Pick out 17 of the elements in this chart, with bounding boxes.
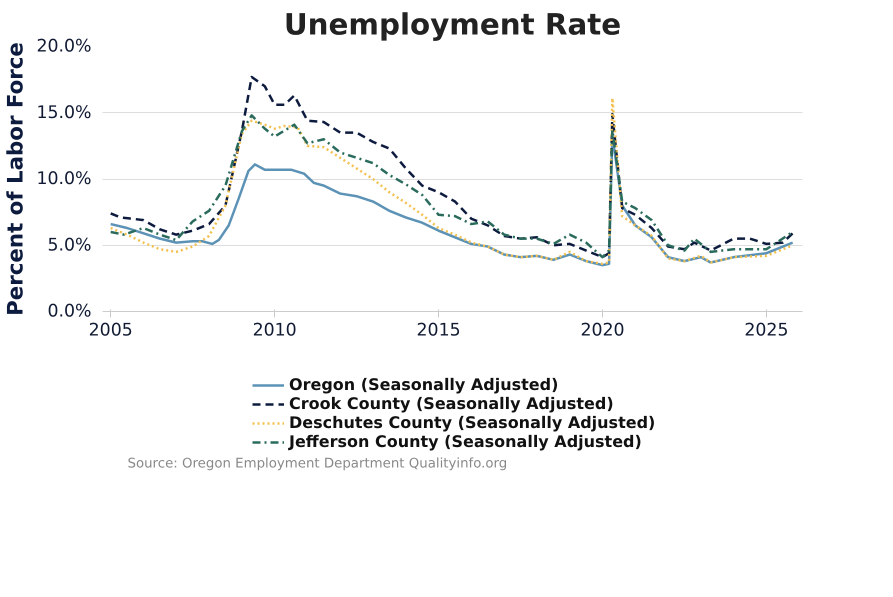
legend-label: Oregon (Seasonally Adjusted) [289, 375, 558, 394]
source-note: Source: Oregon Employment Department Qualityinfo.org [128, 456, 508, 472]
x-tick-label: 2010 [252, 320, 297, 340]
y-tick-label: 0.0% [47, 302, 92, 322]
legend-label: Crook County (Seasonally Adjusted) [289, 394, 614, 413]
legend-label: Deschutes County (Seasonally Adjusted) [289, 413, 656, 432]
x-tick-label: 2005 [88, 320, 133, 340]
x-tick-label: 2025 [744, 320, 788, 340]
y-axis-title: Percent of Labor Force [3, 42, 28, 316]
y-tick-label: 5.0% [47, 235, 92, 256]
x-tick-label: 2020 [580, 320, 625, 340]
y-tick-label: 10.0% [36, 169, 92, 189]
y-tick-label: 20.0% [36, 36, 92, 56]
y-tick-label: 15.0% [36, 102, 92, 123]
x-tick-label: 2015 [416, 320, 461, 340]
chart-title: Unemployment Rate [284, 8, 622, 42]
legend-label: Jefferson County (Seasonally Adjusted) [289, 432, 642, 451]
